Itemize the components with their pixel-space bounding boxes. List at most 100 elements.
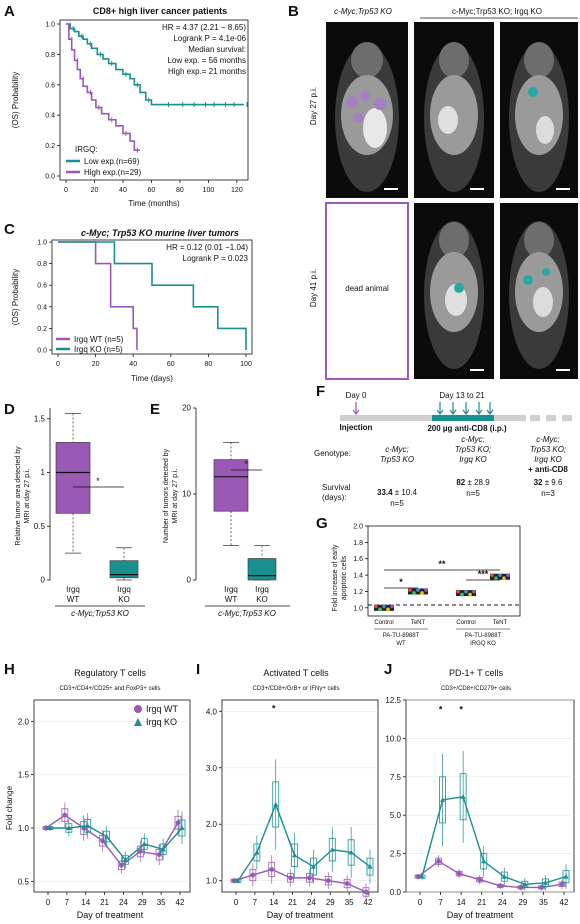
panel-a-hr: HR = 4.37 (2.21 − 8.65) — [162, 23, 246, 32]
panel-c-title: c-Myc; Trp53 KO murine liver tumors — [81, 228, 239, 238]
panel-i-point-ko — [348, 849, 354, 855]
panel-a-median-high: High exp.= 21 months — [168, 67, 246, 76]
panel-h-point-ko — [66, 825, 72, 830]
panel-h-box — [159, 843, 167, 856]
panel-i-point-wt — [250, 872, 256, 878]
panel-h-box — [122, 855, 129, 865]
panel-h-box — [140, 838, 148, 850]
panel-j-point-ko — [419, 874, 425, 879]
panel-a-legend-high: High exp.(n=29) — [84, 168, 141, 177]
panel-f-injection-arrow — [352, 402, 360, 415]
panel-f-g3c: Irgq KO — [534, 455, 562, 464]
panel-a-legend-low: Low exp.(n=69) — [84, 157, 140, 166]
panel-j-ytick-label: 10.0 — [385, 734, 401, 743]
panel-h-xtick-label: 21 — [100, 898, 109, 907]
panel-e-ytick-label: 10 — [182, 490, 191, 499]
panel-h-ytick-label: 1.5 — [18, 771, 30, 780]
panel-i-box — [268, 861, 276, 877]
panel-g-replicate-dot — [424, 588, 428, 592]
panel-d-ytick-label: 1.5 — [34, 414, 46, 423]
panel-i-point-wt — [325, 878, 331, 884]
panel-c-xtick-label: 60 — [167, 361, 175, 368]
panel-a-xtick-label: 40 — [119, 187, 127, 194]
panel-j-point-ko — [460, 794, 466, 799]
panel-f-survival-2: 82 ± 28.9 — [456, 478, 490, 487]
panel-g-xcat-label: TeNT — [411, 620, 426, 626]
panel-f-days13: Day 13 to 21 — [439, 391, 485, 400]
panel-f-s3pm: ± 9.6 — [542, 478, 563, 487]
panel-h: H Regulatory T cells CD3+/CD4+/CD25+ and… — [4, 661, 191, 920]
panel-h-legend-wt-marker — [134, 705, 142, 713]
panel-f-timeline-dash-1 — [530, 415, 540, 421]
panel-f-s2: 82 — [456, 478, 465, 487]
panel-j: J PD-1+ T cells CD3+/CD8+/CD279+ cells D… — [384, 661, 575, 920]
panel-f-timeline-dash-2 — [546, 415, 556, 421]
panel-h-xtick-label: 0 — [46, 898, 51, 907]
panel-f-survival-3: 32 ± 9.6 — [534, 478, 563, 487]
panel-i-box — [366, 857, 374, 876]
panel-c-ylabel: (OS) Probability — [11, 269, 20, 325]
panel-b: B c-Myc;Trp53 KO c-Myc;Trp53 KO; Irgq KO… — [288, 3, 578, 380]
panel-g-replicate-dot — [494, 576, 498, 581]
panel-i-line-1 — [237, 802, 371, 882]
panel-g-replicate-dot — [390, 604, 394, 609]
panel-i-xtick-label: 35 — [345, 898, 354, 907]
panel-j-point-wt — [497, 883, 503, 889]
panel-f-day0: Day 0 — [346, 391, 367, 400]
panel-a-ytick-label: 1.0 — [45, 22, 55, 29]
panel-i-point-ko — [329, 847, 335, 852]
panel-b-col23-header: c-Myc;Trp53 KO; Irgq KO — [452, 7, 542, 16]
panel-a-xtick-label: 0 — [64, 187, 68, 194]
panel-c-series-0 — [58, 241, 138, 350]
panel-h-box — [178, 819, 186, 837]
panel-f-survival-1: 33.4 ± 10.4 — [377, 488, 418, 497]
panel-i: I Activated T cells CD3+/CD8+/GrB+ or IF… — [196, 661, 379, 920]
panel-g-ytick-label: 1.2 — [353, 589, 363, 596]
panel-h-point-wt — [100, 838, 105, 844]
panel-g-ylabel-2: apoptotic cells — [341, 555, 348, 600]
panel-j-point-wt — [539, 884, 544, 890]
panel-i-line-0 — [233, 868, 367, 893]
panel-i-ytick-label: 2.0 — [206, 820, 218, 829]
panel-h-subtitle: CD3+/CD4+/CD25+ and FoxP3+ cells — [59, 686, 160, 692]
panel-e-cat-ko-1: Irgq — [255, 585, 269, 594]
panel-f-s3: 32 — [534, 478, 543, 487]
panel-g-yticks: 1.0 1.2 1.4 1.6 1.8 2.0 — [353, 524, 368, 612]
dead-animal-label: dead animal — [345, 284, 389, 293]
panel-e-yticks: 0 10 20 — [182, 404, 196, 585]
panel-e-boxes — [213, 441, 277, 581]
panel-h-point-ko — [179, 825, 185, 830]
panel-h-point-ko — [103, 833, 110, 839]
panel-e-ytick-label: 20 — [182, 404, 191, 413]
panel-c-ytick-label: 0.6 — [37, 283, 47, 290]
panel-i-xtick-label: 7 — [253, 898, 258, 907]
panel-i-box — [249, 869, 257, 882]
panel-a-km-curves — [66, 23, 248, 153]
panel-g-replicate-dot — [506, 573, 510, 578]
panel-f-timeline-dash-3 — [562, 415, 572, 421]
panel-f-antibody: 200 µg anti-CD8 (i.p.) — [427, 424, 507, 433]
panel-d-box-1 — [109, 560, 139, 579]
panel-j-ytick-label: 12.5 — [385, 696, 401, 705]
panel-c-series-1 — [58, 241, 247, 350]
panel-i-point-ko — [310, 863, 317, 869]
panel-c-hr: HR = 0.12 (0.01 −1.04) — [166, 243, 248, 252]
panel-i-sig: * — [272, 703, 276, 713]
panel-f-n3: n=3 — [541, 489, 555, 498]
panel-h-ytick-label: 1.0 — [18, 824, 30, 833]
panel-a-ytick-label: 0.0 — [45, 174, 55, 181]
panel-d-ylabel-1: Relative tumor area detected by — [15, 446, 22, 546]
panel-a-xtick-label: 20 — [91, 187, 99, 194]
panel-f-dose-arrows — [436, 402, 494, 415]
panel-g-xcat-label: Control — [374, 620, 393, 626]
panel-h-box — [99, 835, 106, 847]
panel-j-subtitle: CD3+/CD8+/CD279+ cells — [441, 686, 511, 692]
panel-j-point-ko — [481, 858, 487, 864]
panel-g-groups — [374, 573, 510, 612]
panel-a-ylabel: (OS) Probability — [11, 72, 20, 128]
panel-h-letter: H — [4, 661, 15, 678]
panel-a-plot-frame — [59, 19, 249, 181]
panel-i-point-wt — [307, 875, 312, 881]
panel-e-cat-wt-2: WT — [225, 595, 238, 604]
